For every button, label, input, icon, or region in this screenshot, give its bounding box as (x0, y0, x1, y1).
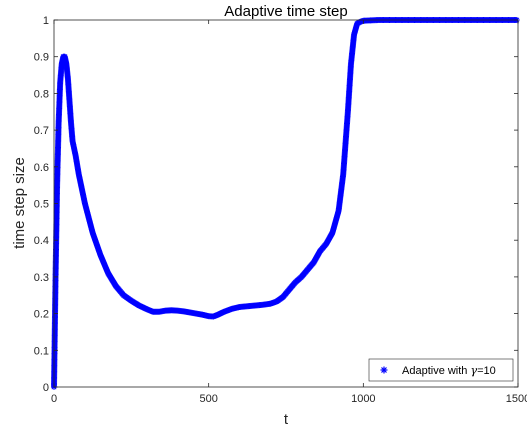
y-tick-label: 0.6 (34, 162, 49, 174)
y-tick-label: 0.2 (34, 309, 49, 321)
x-axis-label: t (284, 411, 289, 428)
x-tick-label: 500 (199, 393, 217, 405)
legend-marker (380, 366, 388, 374)
plot-area (54, 20, 518, 387)
y-tick-label: 0.8 (34, 88, 49, 100)
y-tick-label: 0.3 (34, 272, 49, 284)
chart-title: Adaptive time step (224, 3, 347, 20)
y-tick-label: 0.7 (34, 125, 49, 137)
x-tick-label: 0 (51, 393, 57, 405)
y-tick-label: 0.5 (34, 199, 49, 211)
y-tick-label: 0.4 (34, 235, 49, 247)
legend-label: Adaptive with γ=10 (402, 364, 496, 377)
legend: Adaptive with γ=10 (368, 358, 514, 382)
y-tick-label: 0.1 (34, 345, 49, 357)
legend-box (368, 358, 514, 382)
y-tick-label: 1 (43, 15, 49, 27)
y-axis-label: time step size (11, 157, 28, 249)
y-tick-label: 0.9 (34, 52, 49, 64)
y-tick-label: 0 (43, 382, 49, 394)
x-tick-label: 1000 (351, 393, 375, 405)
